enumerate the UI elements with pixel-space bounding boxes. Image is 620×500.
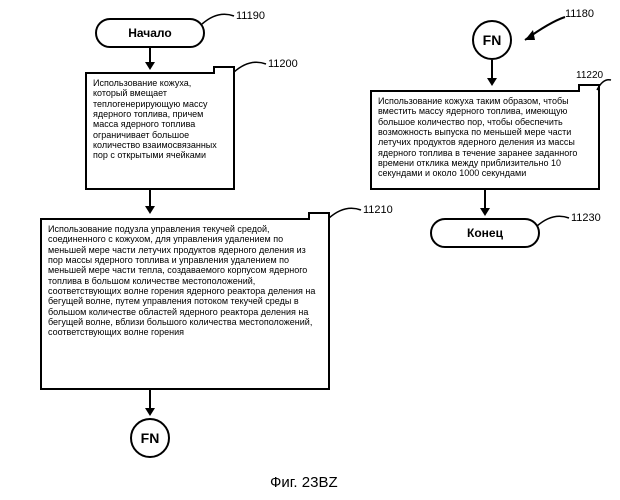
process-11210-text: Использование подузла управления текучей… xyxy=(48,224,315,337)
edge-p3-end-head xyxy=(480,208,490,216)
leader-end xyxy=(535,212,571,232)
process-11220: Использование кожуха таким образом, чтоб… xyxy=(370,90,600,190)
label-end: 11230 xyxy=(571,212,601,224)
leader-start xyxy=(200,10,236,30)
connector-fn-in: FN xyxy=(472,20,512,60)
edge-connR-p3-head xyxy=(487,78,497,86)
label-p3: 11220 xyxy=(576,70,603,81)
label-p2: 11210 xyxy=(363,204,393,216)
edge-start-p1-head xyxy=(145,62,155,70)
edge-p1-p2-head xyxy=(145,206,155,214)
leader-p2 xyxy=(327,204,363,224)
edge-p2-connL-head xyxy=(145,408,155,416)
start-text: Начало xyxy=(128,26,171,40)
end-terminator: Конец xyxy=(430,218,540,248)
process-11200: Использование кожуха, который вмещает те… xyxy=(85,72,235,190)
edge-p3-end xyxy=(484,190,486,210)
label-start: 11190 xyxy=(236,10,265,22)
start-terminator: Начало xyxy=(95,18,205,48)
flowchart-canvas: 11180 Начало 11190 Использование кожуха,… xyxy=(0,0,620,500)
connector-fn-out-text: FN xyxy=(141,430,160,446)
figure-caption: Фиг. 23BZ xyxy=(270,474,338,491)
process-11210: Использование подузла управления текучей… xyxy=(40,218,330,390)
connector-fn-in-text: FN xyxy=(483,32,502,48)
label-p1: 11200 xyxy=(268,58,298,70)
edge-connR-p3 xyxy=(491,60,493,80)
end-text: Конец xyxy=(467,226,503,240)
process-11200-text: Использование кожуха, который вмещает те… xyxy=(93,78,217,160)
process-11220-text: Использование кожуха таким образом, чтоб… xyxy=(378,96,577,178)
edge-p2-connL xyxy=(149,390,151,410)
connector-fn-out: FN xyxy=(130,418,170,458)
figure-pointer-label: 11180 xyxy=(565,8,594,20)
leader-p1 xyxy=(232,58,268,78)
